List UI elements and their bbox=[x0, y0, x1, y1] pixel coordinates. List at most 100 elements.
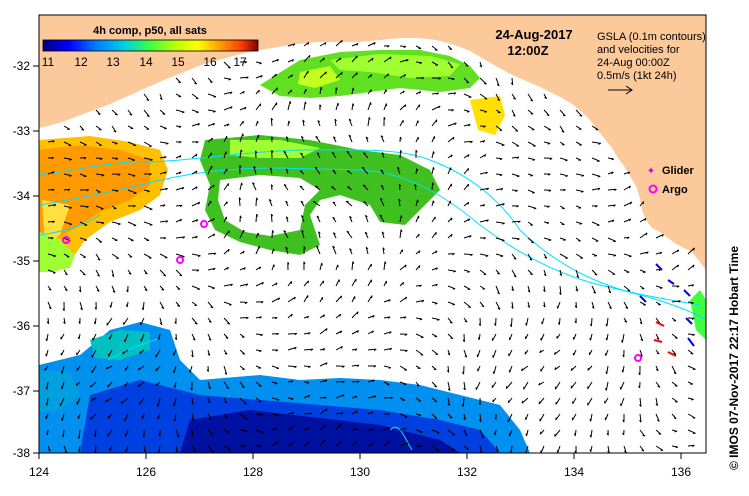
velocity-arrow-head bbox=[209, 81, 213, 83]
velocity-arrow-head bbox=[162, 204, 166, 207]
velocity-arrow bbox=[223, 230, 230, 239]
velocity-arrow-head bbox=[661, 234, 664, 237]
velocity-arrow-head bbox=[227, 66, 231, 69]
velocity-arrow bbox=[383, 73, 390, 79]
velocity-arrow bbox=[521, 365, 529, 372]
velocity-arrow bbox=[271, 413, 279, 416]
velocity-arrow-head bbox=[624, 450, 627, 453]
velocity-arrow-head bbox=[461, 404, 464, 407]
velocity-arrow-head bbox=[275, 73, 277, 77]
velocity-arrow bbox=[495, 221, 505, 224]
velocity-arrow bbox=[463, 301, 472, 308]
velocity-arrow-head bbox=[591, 306, 595, 309]
velocity-arrow-head bbox=[340, 72, 343, 75]
velocity-arrow-head bbox=[414, 184, 417, 187]
velocity-arrow-head bbox=[115, 190, 119, 193]
velocity-arrow bbox=[191, 219, 199, 223]
velocity-arrow bbox=[555, 397, 561, 405]
velocity-arrow bbox=[591, 141, 601, 144]
velocity-arrow bbox=[319, 362, 328, 367]
velocity-arrow bbox=[591, 237, 599, 242]
velocity-arrow-head bbox=[195, 153, 198, 157]
velocity-arrow bbox=[493, 365, 497, 375]
velocity-arrow-head bbox=[611, 219, 615, 223]
velocity-arrow bbox=[511, 269, 517, 278]
velocity-arrow bbox=[462, 397, 465, 407]
velocity-arrow bbox=[47, 220, 55, 223]
velocity-arrow-head bbox=[244, 302, 248, 305]
velocity-arrow bbox=[319, 71, 327, 79]
velocity-arrow-head bbox=[436, 319, 440, 321]
velocity-arrow bbox=[447, 365, 450, 373]
velocity-arrow bbox=[607, 253, 617, 256]
velocity-arrow bbox=[319, 408, 328, 415]
velocity-arrow bbox=[639, 317, 643, 325]
velocity-arrow-head bbox=[325, 71, 327, 75]
velocity-arrow-head bbox=[165, 220, 169, 223]
velocity-arrow bbox=[223, 381, 230, 389]
velocity-arrow-head bbox=[224, 401, 228, 404]
velocity-arrow-head bbox=[356, 364, 360, 368]
velocity-arrow-head bbox=[143, 449, 146, 453]
velocity-arrow-head bbox=[356, 311, 359, 315]
velocity-arrow bbox=[507, 413, 513, 423]
velocity-arrow-head bbox=[624, 320, 628, 323]
velocity-arrow-head bbox=[398, 198, 401, 202]
velocity-arrow bbox=[283, 184, 289, 191]
velocity-arrow bbox=[191, 445, 197, 452]
velocity-arrow bbox=[191, 285, 200, 290]
velocity-arrow-head bbox=[225, 337, 229, 339]
velocity-arrow-head bbox=[271, 136, 274, 140]
velocity-arrow-head bbox=[157, 337, 160, 340]
velocity-arrow-head bbox=[589, 434, 592, 438]
velocity-arrow-head bbox=[477, 337, 480, 340]
velocity-arrow bbox=[527, 141, 536, 147]
velocity-arrow-head bbox=[639, 404, 642, 407]
velocity-arrow-head bbox=[319, 104, 322, 108]
velocity-arrow-head bbox=[544, 256, 548, 259]
velocity-arrow bbox=[509, 333, 513, 341]
velocity-arrow-head bbox=[111, 274, 115, 277]
velocity-arrow-head bbox=[365, 246, 369, 250]
velocity-arrow-head bbox=[525, 433, 528, 437]
velocity-arrow-head bbox=[117, 223, 121, 226]
velocity-arrow-head bbox=[403, 316, 407, 319]
velocity-arrow-head bbox=[371, 442, 374, 446]
velocity-arrow-head bbox=[122, 351, 125, 355]
velocity-arrow-head bbox=[274, 427, 277, 431]
velocity-arrow-head bbox=[447, 388, 451, 391]
velocity-arrow-head bbox=[497, 292, 500, 295]
velocity-arrow bbox=[383, 56, 392, 63]
velocity-arrow bbox=[511, 141, 520, 147]
velocity-arrow-head bbox=[484, 111, 488, 113]
velocity-arrow-head bbox=[174, 337, 177, 340]
velocity-arrow bbox=[207, 285, 215, 289]
velocity-arrow bbox=[191, 349, 194, 358]
velocity-arrow-head bbox=[339, 313, 342, 317]
velocity-arrow-head bbox=[332, 201, 336, 204]
velocity-arrow-head bbox=[324, 396, 327, 400]
velocity-arrow-head bbox=[416, 384, 420, 387]
velocity-arrow-head bbox=[464, 433, 468, 437]
velocity-arrow-head bbox=[64, 289, 68, 292]
velocity-arrow-head bbox=[563, 189, 566, 192]
velocity-arrow bbox=[447, 301, 455, 305]
velocity-arrow bbox=[120, 397, 129, 405]
velocity-arrow bbox=[335, 102, 339, 111]
velocity-arrow-head bbox=[194, 82, 197, 85]
velocity-arrow bbox=[447, 445, 456, 451]
velocity-arrow-head bbox=[547, 205, 550, 208]
velocity-arrow-head bbox=[421, 77, 425, 80]
velocity-arrow bbox=[287, 333, 297, 335]
velocity-arrow bbox=[495, 203, 505, 207]
velocity-arrow-head bbox=[261, 282, 264, 285]
velocity-arrow-head bbox=[692, 264, 695, 268]
velocity-arrow-head bbox=[454, 122, 457, 126]
velocity-arrow-head bbox=[291, 412, 295, 415]
velocity-arrow-head bbox=[543, 289, 546, 293]
velocity-arrow bbox=[283, 150, 289, 159]
velocity-arrow-head bbox=[211, 137, 213, 141]
velocity-arrow-head bbox=[332, 245, 336, 248]
velocity-arrow bbox=[335, 279, 340, 287]
